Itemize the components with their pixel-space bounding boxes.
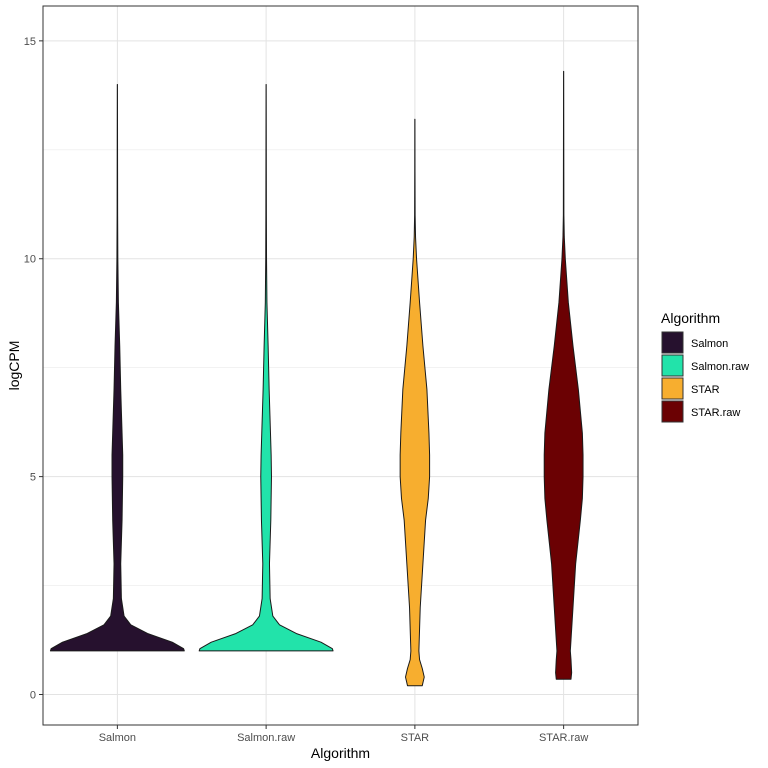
- y-tick-label: 5: [30, 472, 36, 484]
- legend-swatch: [661, 377, 684, 400]
- x-axis: Salmon Salmon.raw STAR STAR.raw: [99, 725, 588, 744]
- x-tick-label: STAR.raw: [539, 732, 588, 744]
- legend-label: STAR.raw: [691, 407, 740, 419]
- violin-star: [399, 118, 431, 687]
- x-tick-label: Salmon.raw: [237, 732, 295, 744]
- panel-border: [42, 5, 639, 726]
- legend: Algorithm Salmon Salmon.raw STAR STAR.raw: [661, 310, 749, 423]
- legend-items: Salmon Salmon.raw STAR STAR.raw: [661, 331, 749, 423]
- legend-label: Salmon.raw: [691, 361, 749, 373]
- legend-swatch: [661, 354, 684, 377]
- minor-gridlines: [43, 149, 638, 586]
- legend-label: STAR: [691, 384, 720, 396]
- x-axis-title: Algorithm: [311, 745, 370, 761]
- legend-swatch: [661, 400, 684, 423]
- x-tick-label: STAR: [401, 732, 430, 744]
- y-tick-label: 0: [30, 689, 36, 701]
- y-tick-label: 15: [24, 36, 36, 48]
- x-tick-label: Salmon: [99, 732, 136, 744]
- violin-salmon-raw: [198, 83, 334, 652]
- y-axis-title: logCPM: [6, 341, 22, 391]
- panel-background: [43, 6, 638, 725]
- legend-title: Algorithm: [661, 310, 720, 326]
- plot-panel: [42, 5, 639, 726]
- legend-label: Salmon: [691, 338, 728, 350]
- violin-salmon: [49, 83, 185, 652]
- y-axis: 0 5 10 15: [24, 36, 43, 701]
- violin-star-raw: [543, 70, 584, 680]
- violins: [49, 70, 584, 687]
- y-tick-label: 10: [24, 254, 36, 266]
- legend-swatch: [661, 331, 684, 354]
